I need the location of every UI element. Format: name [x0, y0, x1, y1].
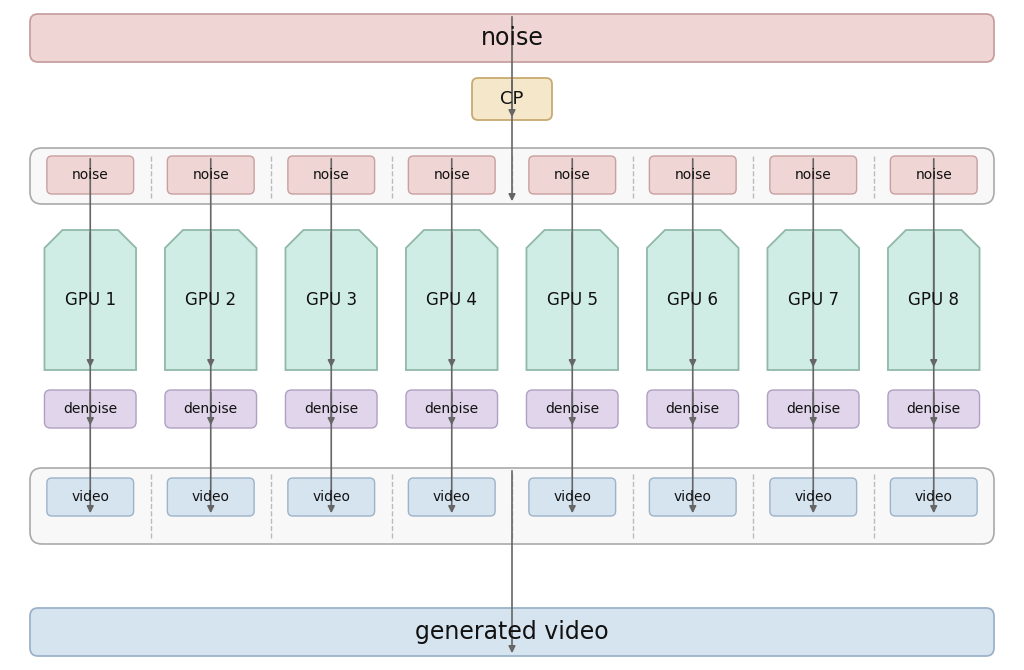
- Text: video: video: [433, 490, 471, 504]
- Text: generated video: generated video: [415, 620, 609, 644]
- Text: GPU 6: GPU 6: [668, 291, 718, 309]
- FancyBboxPatch shape: [767, 390, 859, 428]
- FancyBboxPatch shape: [30, 468, 994, 544]
- FancyBboxPatch shape: [891, 478, 977, 516]
- FancyBboxPatch shape: [472, 78, 552, 120]
- FancyBboxPatch shape: [526, 390, 618, 428]
- Text: noise: noise: [313, 168, 349, 182]
- FancyBboxPatch shape: [528, 156, 615, 194]
- FancyBboxPatch shape: [888, 390, 980, 428]
- FancyBboxPatch shape: [167, 478, 254, 516]
- Text: video: video: [914, 490, 952, 504]
- Text: noise: noise: [675, 168, 711, 182]
- Text: video: video: [553, 490, 591, 504]
- FancyBboxPatch shape: [409, 478, 496, 516]
- Text: video: video: [795, 490, 833, 504]
- Text: GPU 2: GPU 2: [185, 291, 237, 309]
- Text: denoise: denoise: [786, 402, 841, 416]
- Text: video: video: [674, 490, 712, 504]
- Text: denoise: denoise: [183, 402, 238, 416]
- FancyBboxPatch shape: [770, 156, 857, 194]
- FancyBboxPatch shape: [647, 390, 738, 428]
- Text: noise: noise: [795, 168, 831, 182]
- Text: GPU 7: GPU 7: [787, 291, 839, 309]
- Text: denoise: denoise: [425, 402, 479, 416]
- Text: GPU 8: GPU 8: [908, 291, 959, 309]
- FancyBboxPatch shape: [649, 156, 736, 194]
- Text: denoise: denoise: [906, 402, 961, 416]
- FancyBboxPatch shape: [47, 478, 133, 516]
- Polygon shape: [647, 230, 738, 370]
- FancyBboxPatch shape: [47, 156, 133, 194]
- Text: noise: noise: [72, 168, 109, 182]
- Text: video: video: [191, 490, 229, 504]
- Text: CP: CP: [501, 90, 523, 108]
- FancyBboxPatch shape: [288, 478, 375, 516]
- Text: GPU 5: GPU 5: [547, 291, 598, 309]
- FancyBboxPatch shape: [30, 608, 994, 656]
- Polygon shape: [888, 230, 980, 370]
- FancyBboxPatch shape: [30, 148, 994, 204]
- FancyBboxPatch shape: [649, 478, 736, 516]
- FancyBboxPatch shape: [30, 14, 994, 62]
- Text: GPU 3: GPU 3: [306, 291, 356, 309]
- FancyBboxPatch shape: [165, 390, 257, 428]
- Text: noise: noise: [480, 26, 544, 50]
- FancyBboxPatch shape: [167, 156, 254, 194]
- Text: denoise: denoise: [545, 402, 599, 416]
- Text: video: video: [312, 490, 350, 504]
- Text: video: video: [72, 490, 110, 504]
- Polygon shape: [286, 230, 377, 370]
- Polygon shape: [767, 230, 859, 370]
- Polygon shape: [526, 230, 618, 370]
- FancyBboxPatch shape: [891, 156, 977, 194]
- FancyBboxPatch shape: [44, 390, 136, 428]
- FancyBboxPatch shape: [528, 478, 615, 516]
- Text: noise: noise: [915, 168, 952, 182]
- Text: denoise: denoise: [666, 402, 720, 416]
- Text: GPU 4: GPU 4: [426, 291, 477, 309]
- Text: noise: noise: [554, 168, 591, 182]
- FancyBboxPatch shape: [406, 390, 498, 428]
- Text: noise: noise: [433, 168, 470, 182]
- Text: noise: noise: [193, 168, 229, 182]
- Polygon shape: [165, 230, 257, 370]
- FancyBboxPatch shape: [770, 478, 857, 516]
- FancyBboxPatch shape: [409, 156, 496, 194]
- Text: GPU 1: GPU 1: [65, 291, 116, 309]
- FancyBboxPatch shape: [288, 156, 375, 194]
- Text: denoise: denoise: [63, 402, 118, 416]
- FancyBboxPatch shape: [286, 390, 377, 428]
- Polygon shape: [406, 230, 498, 370]
- Polygon shape: [44, 230, 136, 370]
- Text: denoise: denoise: [304, 402, 358, 416]
